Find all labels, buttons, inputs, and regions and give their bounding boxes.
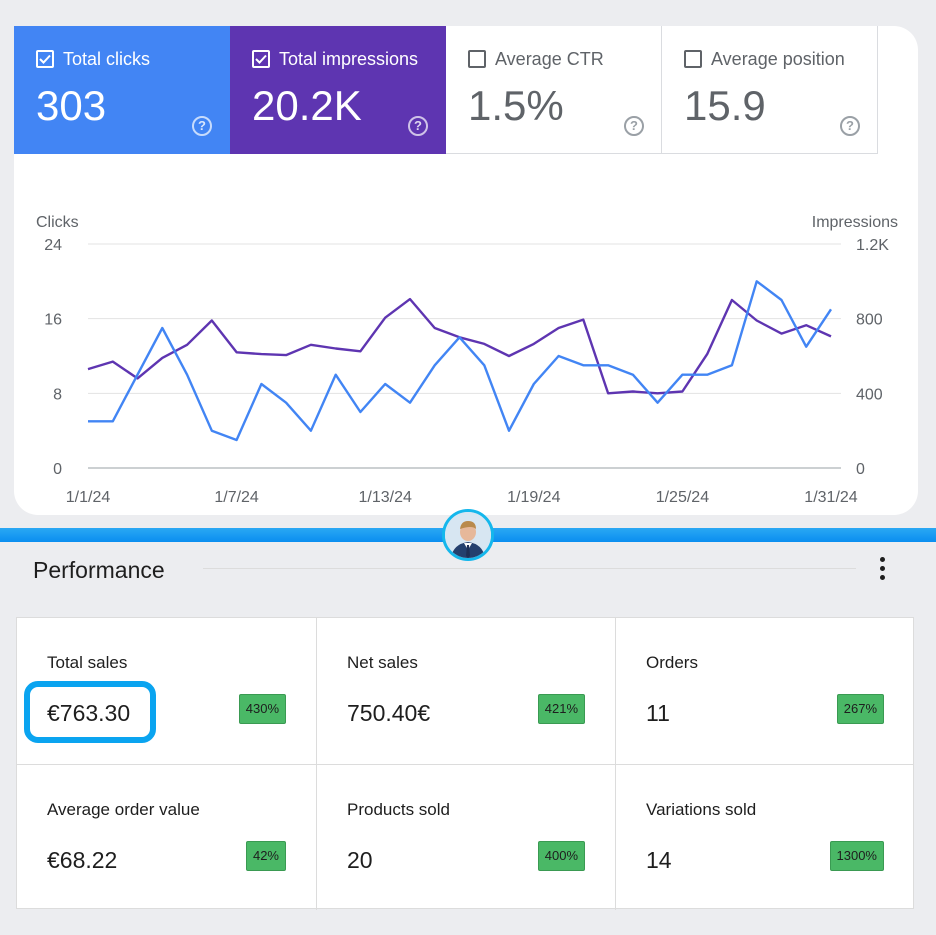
- change-badge: 400%: [537, 841, 585, 871]
- change-badge: 267%: [836, 694, 884, 724]
- metric-label: Total impressions: [279, 49, 419, 69]
- cell-label: Variations sold: [646, 800, 757, 819]
- cell-value: €68.22: [47, 847, 118, 873]
- left-axis-title: Clicks: [36, 214, 79, 231]
- cell-value: €763.30: [47, 700, 131, 726]
- cell-label: Average order value: [47, 800, 200, 819]
- cell-value: 11: [646, 700, 670, 726]
- metric-value: 15.9: [684, 82, 766, 129]
- checkbox-checked-icon[interactable]: [36, 50, 54, 68]
- cell-label: Total sales: [47, 653, 128, 672]
- x-axis-tick-label: 1/25/24: [656, 489, 709, 506]
- performance-cell-variations-sold[interactable]: Variations sold 14 1300%: [615, 764, 914, 910]
- performance-title: Performance: [33, 557, 165, 583]
- metric-value: 303: [36, 82, 107, 129]
- cell-value: 14: [646, 847, 672, 873]
- avatar: [442, 509, 494, 561]
- change-badge: 421%: [537, 694, 585, 724]
- search-console-card: Total clicks 303 ? Total impressions 20.…: [14, 26, 918, 515]
- right-axis-tick-label: 400: [856, 386, 883, 403]
- x-axis-tick-label: 1/31/24: [804, 489, 857, 506]
- metric-tile-total-clicks[interactable]: Total clicks 303 ?: [14, 26, 230, 154]
- checkbox-unchecked-icon[interactable]: [684, 50, 702, 68]
- right-axis-tick-label: 1.2K: [856, 237, 889, 254]
- metric-tile-average-position[interactable]: Average position 15.9 ?: [662, 26, 878, 154]
- help-icon[interactable]: ?: [192, 116, 212, 136]
- performance-cell-total-sales[interactable]: Total sales €763.30 430%: [17, 618, 316, 764]
- change-badge: 42%: [245, 841, 286, 871]
- metric-value: 20.2K: [252, 82, 362, 129]
- x-axis-tick-label: 1/13/24: [359, 489, 412, 506]
- help-icon[interactable]: ?: [624, 116, 644, 136]
- cell-label: Products sold: [347, 800, 450, 819]
- metric-value: 1.5%: [468, 82, 564, 129]
- metric-label: Total clicks: [63, 49, 151, 69]
- x-axis-tick-label: 1/7/24: [214, 489, 259, 506]
- series-line-clicks: [88, 280, 833, 442]
- help-icon[interactable]: ?: [408, 116, 428, 136]
- performance-grid: Total sales €763.30 430% Net sales 750.4…: [16, 617, 914, 910]
- left-axis-tick-label: 16: [44, 312, 62, 329]
- left-axis-tick-label: 24: [44, 237, 62, 254]
- metric-tile-average-ctr[interactable]: Average CTR 1.5% ?: [446, 26, 662, 154]
- x-axis-tick-label: 1/1/24: [66, 489, 111, 506]
- cell-label: Net sales: [347, 653, 418, 672]
- change-badge: 430%: [238, 694, 286, 724]
- cell-value: 20: [347, 847, 373, 873]
- checkbox-checked-icon[interactable]: [252, 50, 270, 68]
- performance-cell-average-order-value[interactable]: Average order value €68.22 42%: [17, 764, 316, 910]
- help-icon[interactable]: ?: [840, 116, 860, 136]
- performance-cell-products-sold[interactable]: Products sold 20 400%: [316, 764, 615, 910]
- cell-label: Orders: [646, 653, 698, 672]
- metric-label: Average CTR: [495, 49, 604, 69]
- x-axis-tick-label: 1/19/24: [507, 489, 560, 506]
- change-badge: 1300%: [829, 841, 884, 871]
- right-axis-tick-label: 800: [856, 312, 883, 329]
- performance-cell-orders[interactable]: Orders 11 267%: [615, 618, 914, 764]
- left-axis-tick-label: 8: [53, 386, 62, 403]
- more-options-icon[interactable]: [872, 557, 892, 583]
- title-rule: [203, 568, 856, 569]
- performance-cell-net-sales[interactable]: Net sales 750.40€ 421%: [316, 618, 615, 764]
- metric-label: Average position: [711, 49, 845, 69]
- highlight-ring: [24, 681, 156, 743]
- cell-value: 750.40€: [347, 700, 431, 726]
- right-axis-tick-label: 0: [856, 461, 865, 478]
- right-axis-title: Impressions: [812, 214, 898, 231]
- left-axis-tick-label: 0: [53, 461, 62, 478]
- series-line-impressions: [87, 297, 832, 395]
- metric-tile-total-impressions[interactable]: Total impressions 20.2K ?: [230, 26, 446, 154]
- checkbox-unchecked-icon[interactable]: [468, 50, 486, 68]
